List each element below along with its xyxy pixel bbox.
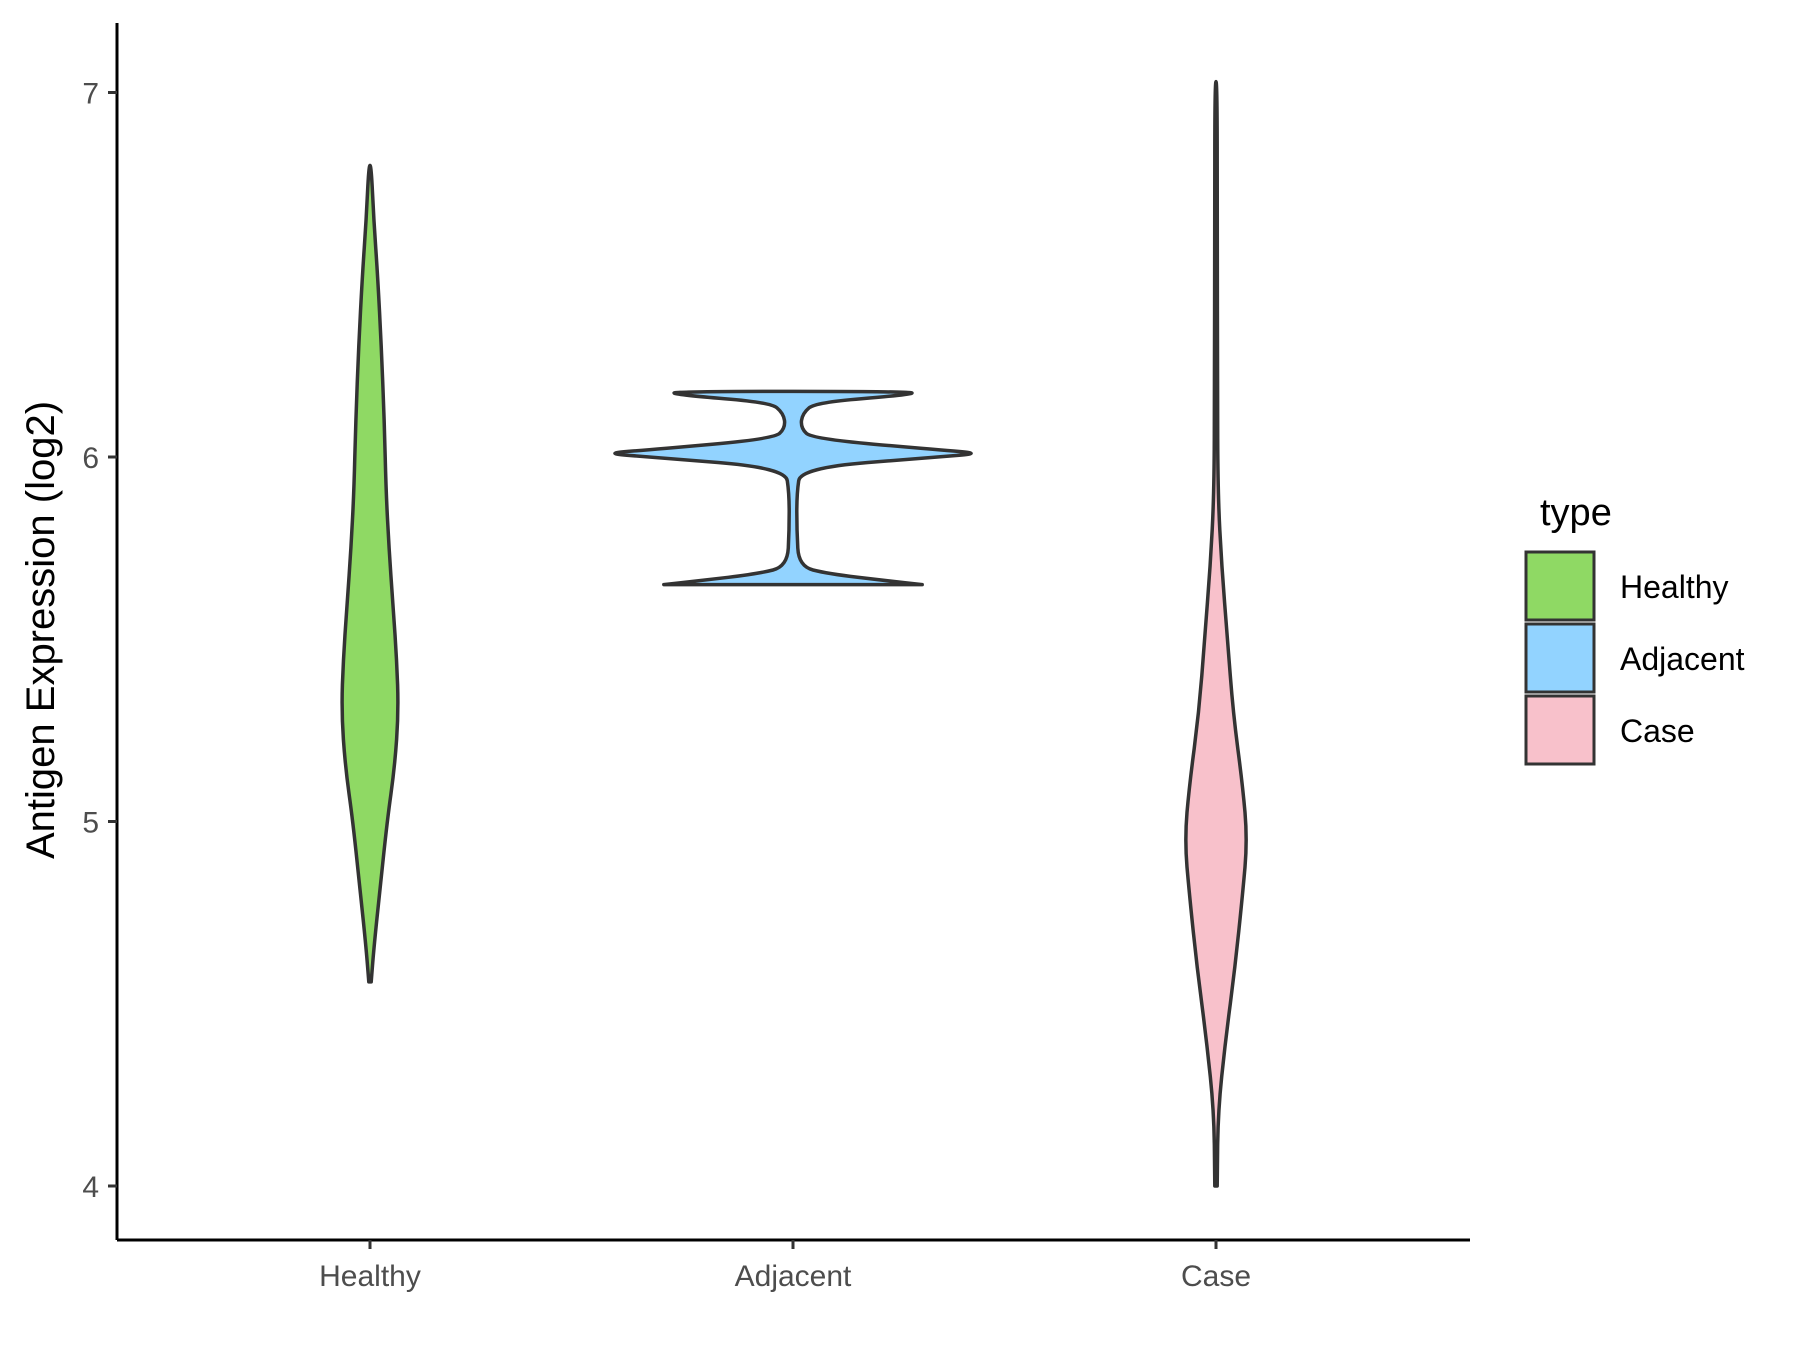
x-tick-label: Adjacent xyxy=(735,1260,852,1293)
legend-swatch-adjacent xyxy=(1524,622,1596,694)
y-tick-label: 7 xyxy=(82,78,99,111)
y-tick-label: 6 xyxy=(82,442,99,475)
y-tick-label: 4 xyxy=(82,1171,99,1204)
x-tick-label: Healthy xyxy=(319,1260,421,1293)
x-tick-label: Case xyxy=(1181,1260,1251,1293)
violin-adjacent xyxy=(613,389,973,587)
violin-healthy xyxy=(340,163,400,984)
legend-label-case: Case xyxy=(1620,713,1695,749)
legend-swatch-case xyxy=(1524,694,1596,766)
y-tick-label: 5 xyxy=(82,807,99,840)
x-ticks: Healthy Adjacent Case xyxy=(319,1240,1251,1293)
legend-swatch-healthy xyxy=(1524,550,1596,622)
legend: type Healthy Adjacent Case xyxy=(1524,492,1745,766)
legend-label-adjacent: Adjacent xyxy=(1620,641,1745,677)
y-axis-title: Antigen Expression (log2) xyxy=(19,401,63,859)
violin-case xyxy=(1184,79,1248,1188)
violins-layer xyxy=(340,79,1248,1188)
legend-label-healthy: Healthy xyxy=(1620,569,1729,605)
legend-title: type xyxy=(1540,492,1612,534)
y-ticks: 4 5 6 7 xyxy=(82,78,117,1204)
